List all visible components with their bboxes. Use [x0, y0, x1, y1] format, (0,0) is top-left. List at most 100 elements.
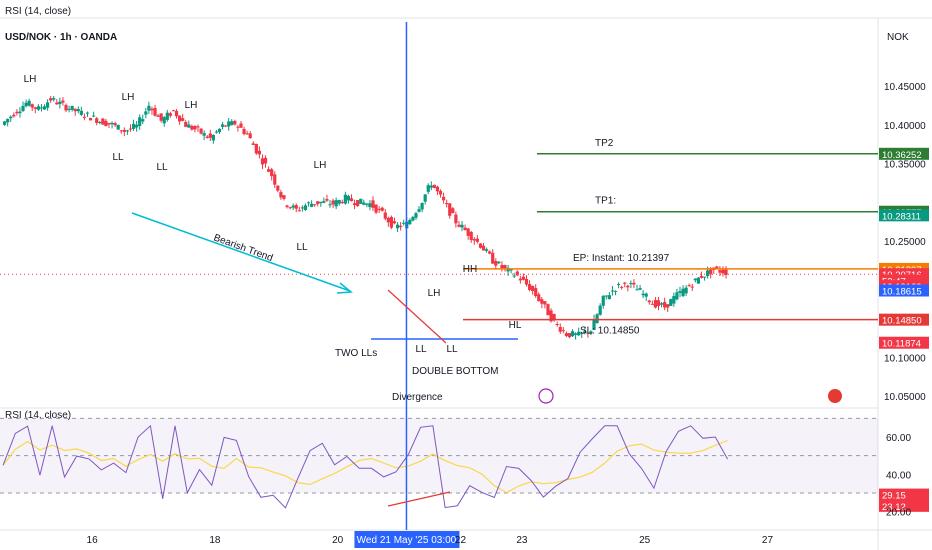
two-lls-label: TWO LLs: [335, 348, 377, 359]
level-label: TP1:: [595, 196, 616, 207]
candle-body: [362, 202, 366, 205]
badge-bg: [879, 499, 929, 512]
candle-body: [291, 205, 295, 208]
candle-body: [162, 117, 166, 124]
candle-body: [432, 184, 436, 188]
candle-body: [626, 285, 630, 288]
candle-body: [352, 203, 357, 206]
candle-body: [503, 265, 507, 269]
candle-body: [442, 196, 446, 201]
candle-body: [138, 117, 142, 126]
swing-label: LL: [156, 162, 168, 173]
candle-body: [147, 105, 151, 111]
candle-body: [110, 122, 114, 125]
time-tick-label: 25: [639, 535, 651, 546]
candle-body: [592, 319, 596, 331]
candle-body: [273, 174, 277, 185]
candle-body: [709, 269, 713, 275]
candle-body: [552, 314, 556, 321]
candle-body: [469, 231, 473, 241]
candle-body: [653, 300, 658, 308]
top-indicator-label[interactable]: RSI (14, close): [5, 6, 72, 17]
candle-body: [570, 331, 575, 337]
candle-body: [392, 221, 397, 224]
level-label: SL: 10.14850: [580, 326, 640, 337]
candle-body: [601, 295, 605, 306]
candle-body: [481, 245, 486, 251]
candle-body: [666, 304, 670, 308]
bearish-trend-label: Bearish Trend: [212, 232, 274, 264]
candle-body: [577, 331, 581, 336]
candle-body: [423, 194, 427, 202]
divergence-label: Divergence: [392, 392, 443, 403]
candle-body: [9, 116, 13, 119]
candle-body: [721, 269, 725, 274]
candle-body: [377, 208, 381, 210]
candle-body: [595, 314, 599, 324]
price-tick-label: 10.05000: [884, 392, 926, 403]
candle-body: [693, 278, 697, 281]
candle-body: [564, 333, 569, 336]
rsi-title[interactable]: RSI (14, close): [5, 410, 72, 421]
candle-body: [104, 120, 108, 127]
price-badge: 10.11874: [879, 336, 929, 350]
candle-body: [586, 332, 590, 334]
candle-body: [567, 333, 572, 338]
candle-body: [70, 105, 74, 110]
candle-body: [159, 113, 163, 121]
candle-body: [187, 124, 191, 128]
candle-body: [638, 288, 642, 290]
candle-body: [184, 121, 188, 127]
candle-body: [220, 124, 225, 127]
candle-body: [131, 123, 136, 129]
candle-body: [144, 111, 148, 115]
price-badge: 10.18615: [879, 284, 929, 297]
axes: 10.05000 10.10000 10.25000 10.35000 10.40000…: [87, 82, 927, 546]
candle-body: [475, 238, 479, 242]
candle-body: [524, 278, 529, 285]
candle-body: [18, 111, 22, 114]
candle-body: [616, 284, 621, 286]
candle-body: [199, 128, 203, 134]
candle-body: [383, 212, 387, 219]
price-tick-label: 10.10000: [884, 353, 926, 364]
price-tick-label: 10.25000: [884, 237, 926, 248]
candle-body: [699, 275, 704, 278]
level-label: EP: Instant: 10.21397: [573, 253, 670, 264]
candle-body: [472, 239, 476, 241]
candle-body: [64, 104, 68, 111]
candle-body: [663, 302, 667, 308]
candle-body: [672, 296, 676, 304]
candle-body: [230, 121, 234, 126]
rsi-divergence-arrow: [387, 491, 451, 507]
time-tick-label: 18: [209, 535, 221, 546]
candle-body: [282, 195, 286, 199]
candle-body: [632, 282, 636, 285]
candle-body: [702, 276, 707, 278]
candle-body: [52, 98, 56, 100]
candle-body: [224, 125, 228, 127]
candle-body: [463, 227, 467, 231]
candle-body: [242, 128, 246, 134]
price-badge: 10.28311: [879, 209, 929, 222]
candle-body: [6, 118, 10, 123]
candle-body: [659, 303, 664, 305]
candle-body: [227, 121, 231, 127]
candle-body: [531, 285, 535, 292]
candle-body: [260, 158, 265, 165]
level-badge: 10.14850: [879, 313, 929, 327]
candle-body: [214, 131, 219, 133]
level-badge: 10.36252: [879, 147, 929, 161]
candle-body: [359, 198, 363, 204]
candle-body: [202, 133, 206, 136]
candle-body: [386, 218, 390, 223]
candle-body: [208, 133, 212, 138]
swing-label: LL: [415, 344, 427, 355]
badge-bg: [879, 209, 929, 222]
candle-body: [540, 299, 544, 304]
grid: [0, 17, 932, 550]
rsi-badge: 29.15: [879, 488, 929, 502]
price-tick-label: 10.40000: [884, 121, 926, 132]
candle-body: [420, 202, 424, 210]
